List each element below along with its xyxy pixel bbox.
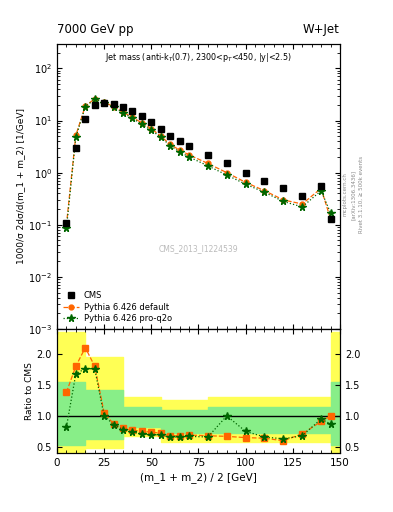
Pythia 6.426 default <box>64 222 69 228</box>
Pythia 6.426 pro-q2o <box>206 163 210 169</box>
Pythia 6.426 pro-q2o <box>64 225 69 231</box>
Pythia 6.426 pro-q2o <box>168 142 173 148</box>
Y-axis label: Ratio to CMS: Ratio to CMS <box>25 362 34 420</box>
Pythia 6.426 pro-q2o <box>140 121 144 127</box>
CMS <box>73 145 78 151</box>
CMS <box>83 116 88 122</box>
Pythia 6.426 default <box>140 120 144 126</box>
Pythia 6.426 pro-q2o <box>121 110 125 116</box>
Pythia 6.426 default <box>111 103 116 110</box>
Text: CMS_2013_I1224539: CMS_2013_I1224539 <box>159 245 238 253</box>
CMS <box>102 100 107 106</box>
CMS <box>168 133 173 139</box>
Pythia 6.426 default <box>83 103 88 109</box>
Pythia 6.426 pro-q2o <box>187 154 191 160</box>
Pythia 6.426 default <box>281 197 286 203</box>
Y-axis label: 1000/σ 2dσ/d(m_1 + m_2) [1/GeV]: 1000/σ 2dσ/d(m_1 + m_2) [1/GeV] <box>17 108 26 264</box>
X-axis label: (m_1 + m_2) / 2 [GeV]: (m_1 + m_2) / 2 [GeV] <box>140 472 257 483</box>
Pythia 6.426 default <box>102 99 107 105</box>
Text: Rivet 3.1.10, ≥ 500k events: Rivet 3.1.10, ≥ 500k events <box>359 156 364 233</box>
CMS <box>130 108 135 114</box>
Pythia 6.426 pro-q2o <box>158 134 163 140</box>
Pythia 6.426 default <box>319 185 323 191</box>
Pythia 6.426 pro-q2o <box>83 103 88 110</box>
Pythia 6.426 pro-q2o <box>92 96 97 102</box>
Pythia 6.426 default <box>158 133 163 139</box>
Pythia 6.426 pro-q2o <box>243 181 248 187</box>
CMS <box>187 143 191 150</box>
Pythia 6.426 pro-q2o <box>328 210 333 216</box>
Pythia 6.426 default <box>224 169 229 176</box>
Pythia 6.426 pro-q2o <box>111 104 116 110</box>
Pythia 6.426 default <box>121 109 125 115</box>
Pythia 6.426 default <box>243 179 248 185</box>
CMS <box>281 185 286 191</box>
Pythia 6.426 default <box>206 160 210 166</box>
CMS <box>64 220 69 226</box>
Pythia 6.426 default <box>262 187 267 194</box>
Pythia 6.426 default <box>187 152 191 158</box>
Pythia 6.426 default <box>92 96 97 102</box>
CMS <box>92 102 97 108</box>
Pythia 6.426 pro-q2o <box>224 172 229 178</box>
CMS <box>177 138 182 144</box>
Pythia 6.426 default <box>177 147 182 153</box>
CMS <box>121 104 125 110</box>
CMS <box>140 113 144 119</box>
CMS <box>262 178 267 184</box>
Pythia 6.426 pro-q2o <box>149 127 154 133</box>
CMS <box>149 119 154 125</box>
Pythia 6.426 pro-q2o <box>281 198 286 204</box>
CMS <box>243 169 248 176</box>
Pythia 6.426 pro-q2o <box>319 187 323 194</box>
Pythia 6.426 default <box>300 201 305 207</box>
Pythia 6.426 default <box>328 216 333 222</box>
Text: W+Jet: W+Jet <box>303 23 340 36</box>
Text: [arXiv:1306.3436]: [arXiv:1306.3436] <box>351 169 356 220</box>
Pythia 6.426 pro-q2o <box>73 134 78 140</box>
CMS <box>206 152 210 158</box>
Pythia 6.426 pro-q2o <box>130 115 135 121</box>
Pythia 6.426 pro-q2o <box>262 189 267 196</box>
Line: Pythia 6.426 default: Pythia 6.426 default <box>64 96 333 227</box>
Pythia 6.426 pro-q2o <box>300 204 305 210</box>
CMS <box>328 216 333 222</box>
Pythia 6.426 default <box>73 132 78 138</box>
Line: CMS: CMS <box>63 99 334 226</box>
Text: Jet mass (anti-k$_T$(0.7), 2300<p$_T$<450, |y|<2.5): Jet mass (anti-k$_T$(0.7), 2300<p$_T$<45… <box>105 51 292 63</box>
Text: mcplots.cern.ch: mcplots.cern.ch <box>343 173 348 217</box>
Line: Pythia 6.426 pro-q2o: Pythia 6.426 pro-q2o <box>62 96 334 232</box>
Pythia 6.426 pro-q2o <box>177 149 182 155</box>
Legend: CMS, Pythia 6.426 default, Pythia 6.426 pro-q2o: CMS, Pythia 6.426 default, Pythia 6.426 … <box>61 289 173 325</box>
Pythia 6.426 default <box>149 125 154 132</box>
CMS <box>319 183 323 189</box>
CMS <box>158 125 163 132</box>
Pythia 6.426 default <box>168 141 173 147</box>
CMS <box>300 194 305 200</box>
Pythia 6.426 pro-q2o <box>102 100 107 106</box>
CMS <box>111 101 116 107</box>
CMS <box>224 160 229 166</box>
Pythia 6.426 default <box>130 114 135 120</box>
Text: 7000 GeV pp: 7000 GeV pp <box>57 23 134 36</box>
